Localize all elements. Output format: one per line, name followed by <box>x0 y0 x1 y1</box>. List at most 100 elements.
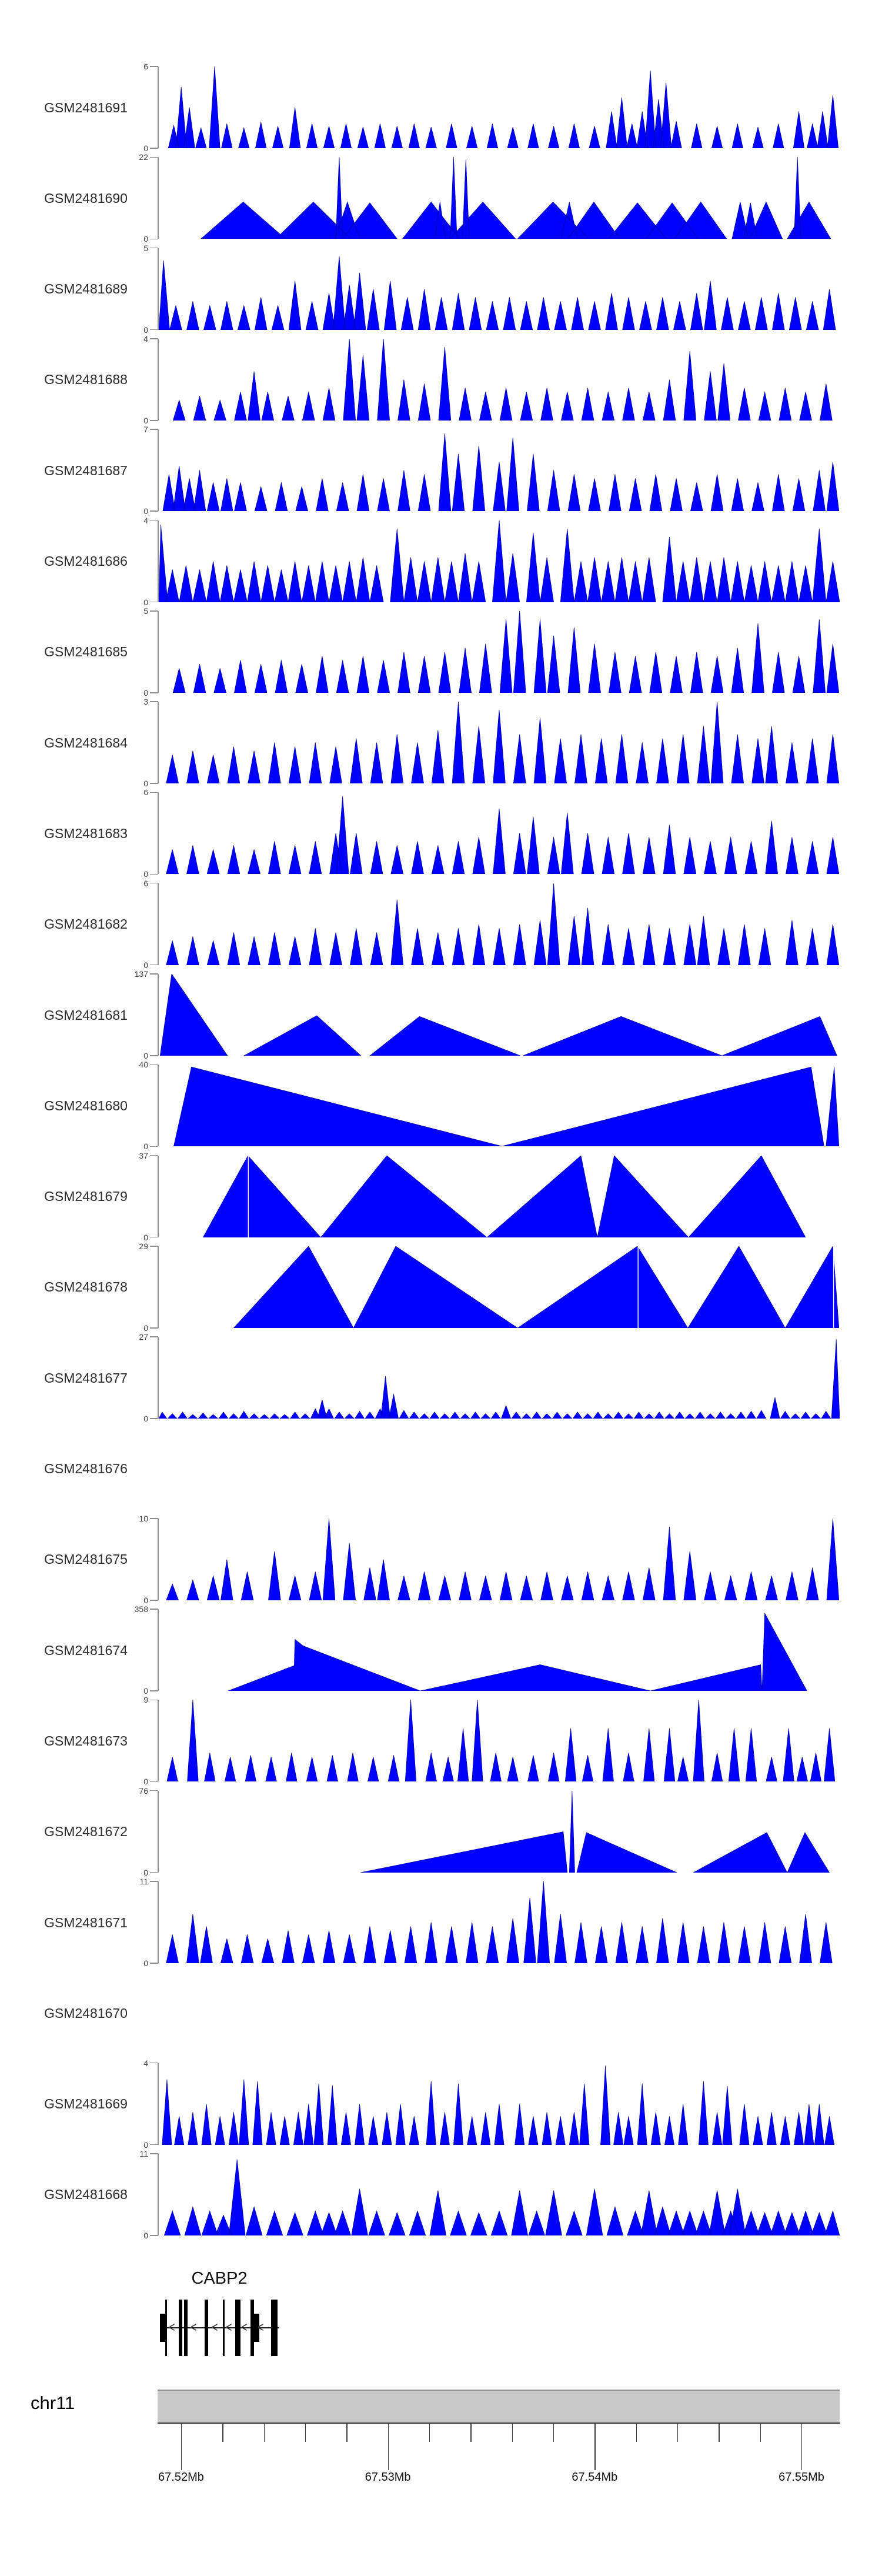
y-axis-top-tick <box>150 1518 158 1519</box>
axis-minor-tick <box>677 2424 679 2442</box>
y-axis-bottom-tick <box>150 510 158 512</box>
gene-exon-tall <box>205 2300 209 2356</box>
y-axis-top-tick <box>150 1154 158 1156</box>
axis-major-tick <box>387 2424 389 2470</box>
axis-minor-tick <box>636 2424 637 2442</box>
y-axis-top-tick <box>150 1881 158 1882</box>
track-signal <box>172 338 833 421</box>
track-signal <box>172 610 840 693</box>
axis-minor-tick <box>305 2424 306 2442</box>
y-axis-zero-label: 0 <box>143 1323 148 1333</box>
track-signal <box>233 1246 840 1328</box>
y-axis-bottom-tick <box>150 2144 158 2145</box>
track-y-axis <box>158 1518 159 1600</box>
axis-minor-tick <box>429 2424 430 2442</box>
y-axis-zero-label: 0 <box>143 506 148 516</box>
track-label: GSM2481674 <box>44 1642 128 1658</box>
axis-tick-label: 67.55Mb <box>779 2471 824 2484</box>
track-label: GSM2481675 <box>44 1551 128 1567</box>
y-axis-bottom-tick <box>150 329 158 331</box>
y-axis-zero-label: 0 <box>143 144 148 153</box>
track-y-axis <box>158 1065 159 1147</box>
track-signal <box>166 1700 836 1782</box>
track-label: GSM2481670 <box>44 2005 128 2021</box>
y-axis-max-label: 22 <box>139 152 148 162</box>
track-label: GSM2481671 <box>44 1914 128 1930</box>
track-label: GSM2481685 <box>44 644 128 660</box>
y-axis-max-label: 29 <box>139 1241 148 1251</box>
y-axis-zero-label: 0 <box>143 597 148 607</box>
gene-exon-thin <box>223 2300 225 2356</box>
track-signal <box>166 796 840 875</box>
y-axis-zero-label: 0 <box>143 1142 148 1152</box>
y-axis-top-tick <box>150 2062 158 2064</box>
gene-exon-tall <box>183 2300 188 2356</box>
track-label: GSM2481672 <box>44 1824 128 1840</box>
y-axis-bottom-tick <box>150 873 158 875</box>
track-y-axis <box>158 66 159 148</box>
y-axis-top-tick <box>150 1699 158 1701</box>
track-signal <box>166 1518 840 1600</box>
gene-exon-tall <box>250 2300 254 2356</box>
track-y-axis <box>158 338 159 421</box>
y-axis-zero-label: 0 <box>143 234 148 244</box>
track-label: GSM2481678 <box>44 1279 128 1295</box>
axis-minor-tick <box>263 2424 265 2442</box>
track-y-axis <box>158 792 159 875</box>
y-axis-top-tick <box>150 156 158 158</box>
y-axis-bottom-tick <box>150 148 158 149</box>
y-axis-top-tick <box>150 1246 158 1247</box>
y-axis-zero-label: 0 <box>143 325 148 335</box>
strand-arrow-icon: < <box>211 2319 218 2335</box>
y-axis-zero-label: 0 <box>143 1051 148 1060</box>
gene-exon-utr <box>159 2314 166 2342</box>
track-y-axis <box>158 429 159 512</box>
track-y-axis <box>158 1155 159 1237</box>
chromosome-bar <box>158 2390 840 2424</box>
gene-exon-thin <box>165 2300 167 2356</box>
y-axis-max-label: 137 <box>134 969 148 979</box>
track-y-axis <box>158 1790 159 1873</box>
axis-major-tick <box>594 2424 596 2470</box>
y-axis-max-label: 10 <box>139 1513 148 1523</box>
track-label: GSM2481677 <box>44 1370 128 1386</box>
axis-tick-label: 67.52Mb <box>158 2471 204 2484</box>
y-axis-zero-label: 0 <box>143 1777 148 1787</box>
track-signal <box>162 433 840 512</box>
track-y-axis <box>158 248 159 330</box>
strand-arrow-icon: < <box>258 2319 264 2335</box>
strand-arrow-icon: < <box>241 2319 248 2335</box>
track-label: GSM2481687 <box>44 462 128 478</box>
y-axis-zero-label: 0 <box>143 1867 148 1877</box>
track-label: GSM2481668 <box>44 2187 128 2203</box>
axis-minor-tick <box>553 2424 554 2442</box>
y-axis-top-tick <box>150 973 158 975</box>
track-y-axis <box>158 1246 159 1328</box>
y-axis-top-tick <box>150 1064 158 1066</box>
track-label: GSM2481683 <box>44 825 128 841</box>
track-label: GSM2481680 <box>44 1097 128 1113</box>
y-axis-max-label: 4 <box>143 2058 148 2068</box>
track-signal <box>166 702 840 784</box>
y-axis-bottom-tick <box>150 1236 158 1238</box>
track-label: GSM2481681 <box>44 1007 128 1023</box>
y-axis-max-label: 7 <box>143 425 148 435</box>
track-y-axis <box>158 2063 159 2145</box>
track-y-axis <box>158 1881 159 1963</box>
y-axis-bottom-tick <box>150 1781 158 1783</box>
y-axis-bottom-tick <box>150 1871 158 1873</box>
y-axis-top-tick <box>150 610 158 612</box>
track-y-axis <box>158 974 159 1056</box>
chromosome-label: chr11 <box>31 2393 75 2413</box>
y-axis-max-label: 11 <box>139 2148 148 2158</box>
gene-exon-tall <box>271 2300 278 2356</box>
track-y-axis <box>158 883 159 965</box>
y-axis-max-label: 358 <box>134 1604 148 1614</box>
axis-minor-tick <box>760 2424 761 2442</box>
y-axis-top-tick <box>150 1790 158 1791</box>
track-label: GSM2481669 <box>44 2096 128 2112</box>
y-axis-bottom-tick <box>150 692 158 693</box>
y-axis-bottom-tick <box>150 420 158 421</box>
track-signal <box>173 1067 840 1147</box>
track-signal <box>166 883 840 965</box>
